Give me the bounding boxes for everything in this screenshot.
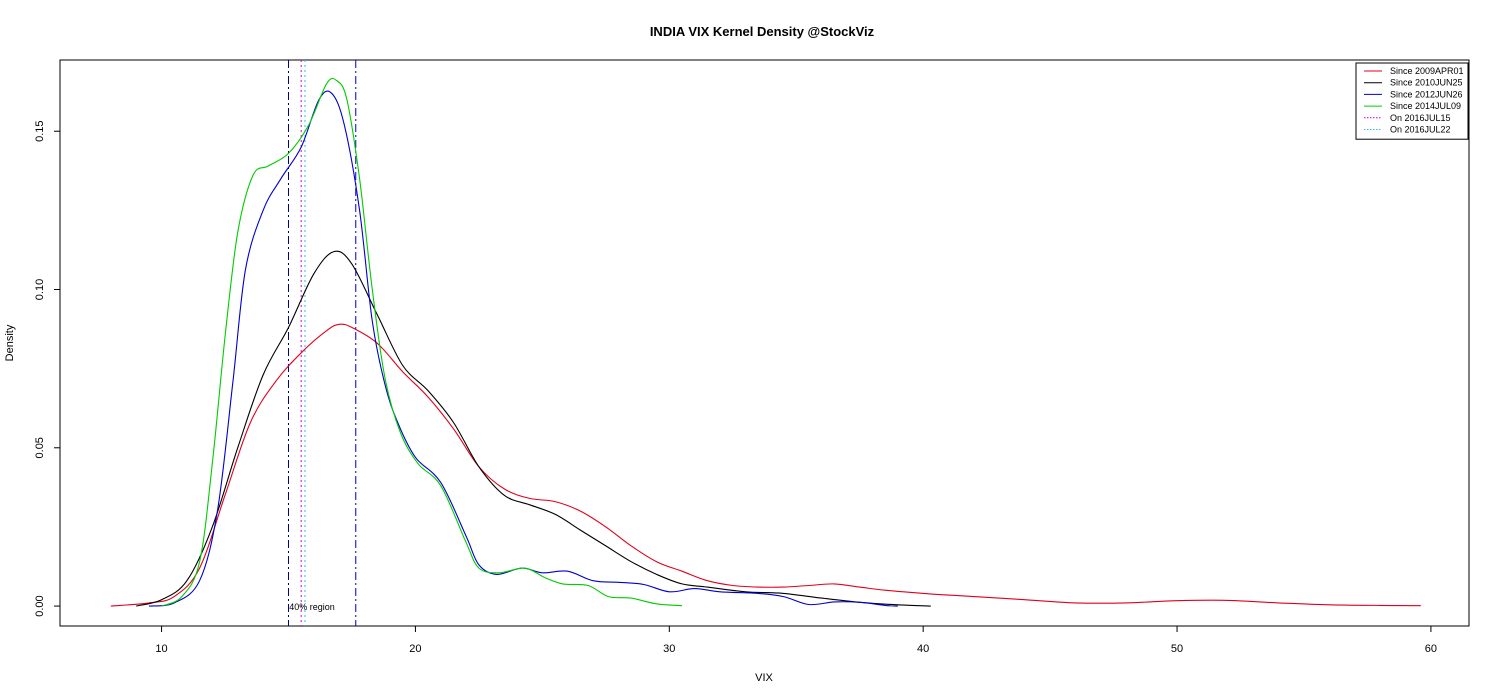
annotations: 40% region bbox=[289, 602, 335, 612]
series-line-since-2010jun25 bbox=[136, 250, 931, 607]
y-tick-label: 0.15 bbox=[34, 121, 46, 142]
x-tick-label: 30 bbox=[663, 643, 675, 655]
x-tick-label: 40 bbox=[917, 643, 929, 655]
region-annotation: 40% region bbox=[289, 602, 335, 612]
series-line-since-2012jun26 bbox=[148, 90, 898, 607]
legend-item-label: On 2016JUL22 bbox=[1390, 125, 1451, 135]
series-line-since-2014jul09 bbox=[161, 77, 683, 607]
plot-frame bbox=[59, 59, 1470, 627]
y-tick-label: 0.10 bbox=[34, 279, 46, 300]
x-tick-label: 60 bbox=[1425, 643, 1437, 655]
legend-box bbox=[1355, 62, 1469, 140]
y-axis-label: Density bbox=[4, 324, 16, 361]
chart-title: INDIA VIX Kernel Density @StockViz bbox=[650, 24, 875, 39]
y-tick-label: 0.05 bbox=[34, 437, 46, 458]
legend-item-label: Since 2014JUL09 bbox=[1390, 101, 1461, 111]
x-axis-label: VIX bbox=[755, 672, 773, 684]
x-tick-label: 10 bbox=[155, 643, 167, 655]
density-series bbox=[110, 77, 1421, 607]
legend-item-label: Since 2010JUN25 bbox=[1390, 78, 1463, 88]
x-tick-label: 50 bbox=[1171, 643, 1183, 655]
x-axis: 10 20 30 40 50 60 bbox=[155, 626, 1437, 655]
legend-item-label: Since 2012JUN26 bbox=[1390, 89, 1463, 99]
y-tick-label: 0.00 bbox=[34, 595, 46, 616]
reference-lines bbox=[287, 60, 357, 626]
legend-item-label: Since 2009APR01 bbox=[1390, 66, 1464, 76]
y-axis: 0.00 0.05 0.10 0.15 bbox=[34, 121, 60, 617]
series-line-since-2009apr01 bbox=[110, 323, 1421, 607]
x-tick-label: 20 bbox=[409, 643, 421, 655]
legend-item-label: On 2016JUL15 bbox=[1390, 113, 1451, 123]
